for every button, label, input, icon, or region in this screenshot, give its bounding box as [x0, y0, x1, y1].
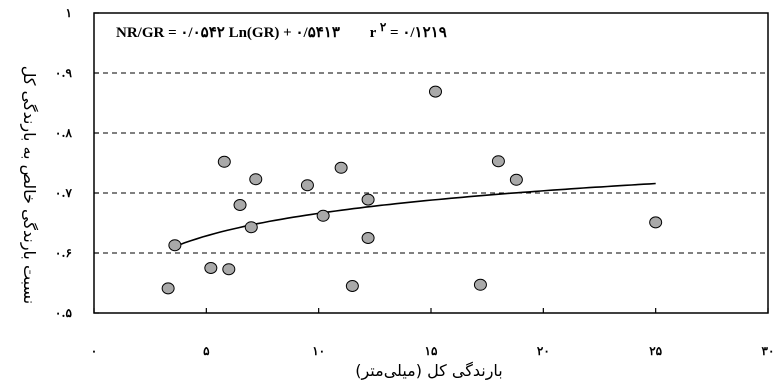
data-point [217, 155, 231, 168]
y-axis-title: نسبت بارندگی خالص به بارندگی کل [19, 66, 39, 304]
y-tick-label: ۱ [66, 6, 72, 20]
x-axis-title: بارندگی کل (میلی‌متر) [355, 361, 503, 381]
data-point [222, 263, 236, 276]
data-point [473, 278, 487, 291]
data-point [300, 179, 314, 192]
data-point [649, 216, 663, 229]
y-tick-label: ۰.۸ [55, 126, 73, 140]
data-point [361, 193, 375, 206]
x-tick-label: ۲۰ [537, 344, 550, 358]
equation-text: NR/GR = ۰/۰۵۴۲ Ln(GR) + ۰/۵۴۱۳ [116, 25, 340, 41]
regression-equation: NR/GR = ۰/۰۵۴۲ Ln(GR) + ۰/۵۴۱۳ r ۲ = ۰/۱… [116, 19, 447, 41]
data-point [244, 221, 258, 234]
x-tick-label: ۵ [203, 344, 210, 358]
x-tick-label: ۲۵ [649, 344, 662, 358]
r-squared-value: = ۰/۱۲۱۹ [390, 25, 447, 41]
x-axis-ticks: ۰ ۵ ۱۰ ۱۵ ۲۰ ۲۵ ۳۰ [91, 308, 775, 358]
data-point [204, 262, 218, 274]
x-tick-label: ۰ [91, 344, 97, 358]
gridlines [94, 72, 768, 254]
x-tick-label: ۳۰ [762, 344, 775, 358]
plot-area [93, 12, 769, 314]
data-point [233, 199, 247, 211]
y-axis-ticks: ۰.۵ ۰.۶ ۰.۷ ۰.۸ ۰.۹ ۱ [55, 6, 99, 320]
y-tick-label: ۰.۹ [55, 66, 73, 80]
x-tick-label: ۱۵ [425, 344, 438, 358]
data-point [334, 161, 348, 174]
r-squared-exponent: ۲ [380, 20, 387, 34]
data-point [345, 280, 359, 292]
r-squared-label: r [370, 25, 377, 41]
data-point [361, 232, 375, 244]
data-point [249, 173, 263, 186]
y-tick-label: ۰.۷ [55, 186, 73, 200]
data-point [509, 173, 523, 186]
data-point [168, 239, 182, 252]
y-tick-label: ۰.۶ [55, 246, 72, 260]
x-tick-label: ۱۰ [312, 344, 325, 358]
data-point [491, 155, 505, 168]
data-point [428, 85, 442, 98]
data-point [316, 209, 330, 222]
data-point [161, 282, 175, 295]
y-tick-label: ۰.۵ [55, 306, 73, 320]
data-points [161, 85, 663, 295]
